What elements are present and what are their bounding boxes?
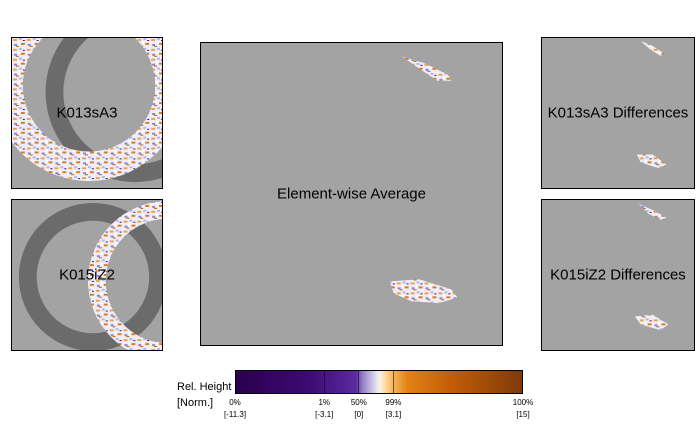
colorbar-title: Rel. Height <box>177 381 232 393</box>
panel-k015iz2: K015iZ2 <box>11 199 163 351</box>
colorbar-unit: [Norm.] <box>177 397 214 409</box>
differences-plot-k015iz2 <box>634 203 669 331</box>
colorbar-tick-value: [0] <box>354 410 364 419</box>
ring-plot-k015iz2 <box>18 201 162 350</box>
colorbar-tick-value: [3.1] <box>385 410 402 419</box>
colorbar-tick <box>323 370 325 394</box>
panel-k015iz2-differences: K015iZ2 Differences <box>541 199 695 351</box>
panel-element-wise-average: Element-wise Average <box>200 42 503 346</box>
colorbar-tick-percent: 1% <box>318 398 331 407</box>
colorbar-tick-value: [-3.1] <box>315 410 334 419</box>
colorbar <box>235 370 523 394</box>
panel-k013sa3: K013sA3 <box>11 37 163 189</box>
colorbar-tick-percent: 100% <box>512 398 534 407</box>
average-plot <box>389 56 458 304</box>
colorbar-tick-percent: 0% <box>229 398 241 407</box>
colorbar-tick <box>392 370 394 394</box>
colorbar-tick-value: [-11.3] <box>223 410 247 419</box>
colorbar-tick-percent: 99% <box>385 398 402 407</box>
colorbar-tick <box>358 370 360 394</box>
colorbar-tick-percent: 50% <box>350 398 367 407</box>
differences-plot-k013sa3 <box>636 40 667 169</box>
panel-k013sa3-differences: K013sA3 Differences <box>541 37 695 189</box>
colorbar-tick-value: [15] <box>516 410 530 419</box>
ring-plot-k013sa3 <box>12 38 162 183</box>
